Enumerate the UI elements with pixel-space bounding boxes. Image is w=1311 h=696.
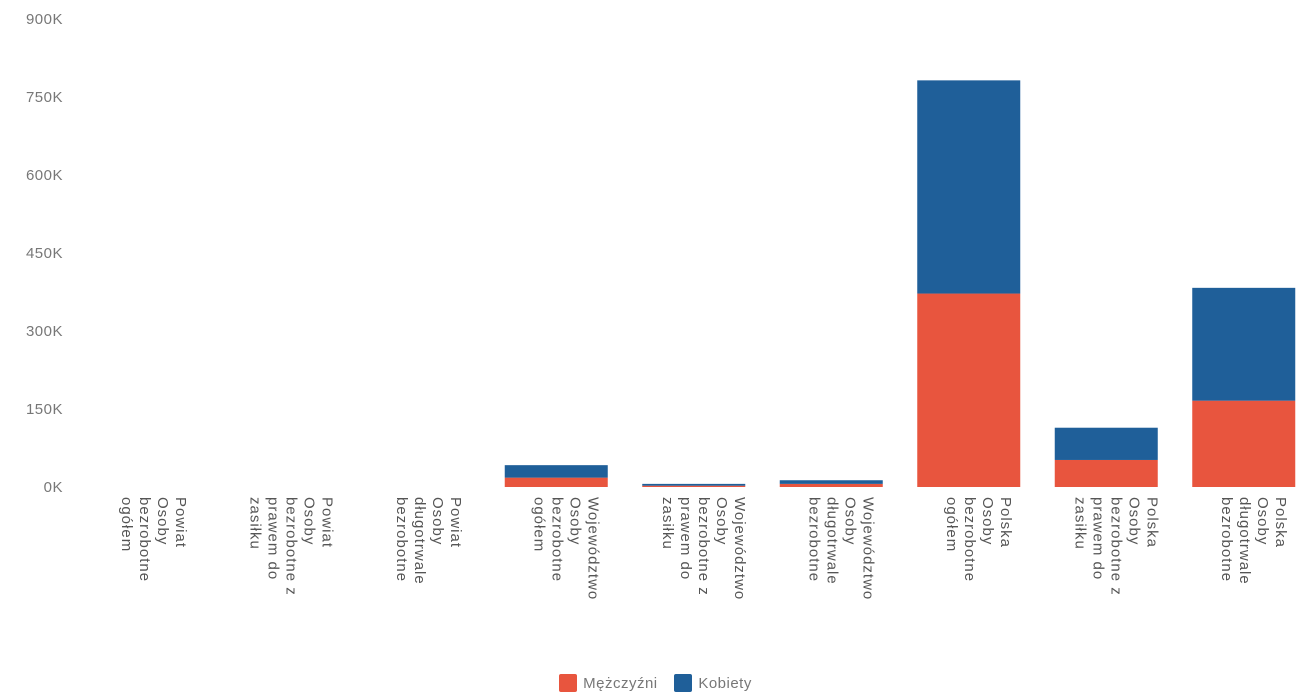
bar-segment-series-0[interactable] [505,478,608,487]
bar-segment-series-1[interactable] [1055,428,1158,460]
y-tick-label: 750K [26,89,63,106]
y-tick-label: 300K [26,323,63,340]
x-category-label: Osoby [713,497,730,545]
y-tick-label: 150K [26,401,63,418]
x-category-label: bezrobotne [393,497,410,582]
x-category-label: prawem do [1089,497,1106,580]
legend-swatch [674,674,692,692]
x-category-label: Województwo [731,497,748,600]
bars [505,80,1296,487]
x-category-label: bezrobotne [961,497,978,582]
x-category-label: Osoby [841,497,858,545]
y-tick-label: 600K [26,167,63,184]
bar-segment-series-1[interactable] [642,484,745,486]
x-category-label: Polska [997,497,1014,548]
bar-segment-series-1[interactable] [1192,288,1295,401]
x-category-label: bezrobotne z [1107,497,1124,596]
x-category-label: długotrwale [1236,497,1253,585]
bar-segment-series-0[interactable] [642,486,745,487]
x-category-label: Osoby [1254,497,1271,545]
legend-item-series-0[interactable]: Mężczyźni [559,674,658,692]
x-category-label: ogółem [118,497,135,552]
y-tick-label: 900K [26,11,63,28]
bar-segment-series-0[interactable] [1055,460,1158,487]
x-category-label: ogółem [943,497,960,552]
x-category-label: zasiłku [1071,497,1088,550]
x-category-label: Województwo [584,497,601,600]
x-category-label: Osoby [566,497,583,545]
bar-segment-series-1[interactable] [780,480,883,484]
x-category-label: bezrobotne [805,497,822,582]
x-category-label: Powiat [318,497,335,548]
x-category-label: zasiłku [246,497,263,550]
legend: Mężczyźni Kobiety [0,674,1311,696]
x-category-label: bezrobotne z [695,497,712,596]
x-category-label: prawem do [264,497,281,580]
x-category-label: ogółem [530,497,547,552]
legend-item-series-1[interactable]: Kobiety [674,674,752,692]
x-category-label: bezrobotne [548,497,565,582]
legend-label: Kobiety [698,675,752,692]
legend-label: Mężczyźni [583,675,658,692]
x-category-label: Osoby [429,497,446,545]
bar-segment-series-1[interactable] [505,465,608,477]
x-category-label: bezrobotne z [282,497,299,596]
x-category-label: Osoby [154,497,171,545]
x-category-label: Polska [1143,497,1160,548]
legend-swatch [559,674,577,692]
bar-segment-series-0[interactable] [1192,401,1295,487]
x-category-label: Polska [1272,497,1289,548]
x-category-label: bezrobotne [1218,497,1235,582]
x-category-label: prawem do [677,497,694,580]
bar-segment-series-1[interactable] [917,80,1020,293]
bar-segment-series-0[interactable] [917,294,1020,487]
x-category-label: bezrobotne [136,497,153,582]
x-category-label: Powiat [447,497,464,548]
x-category-label: Województwo [859,497,876,600]
x-category-label: Osoby [979,497,996,545]
y-tick-label: 0K [44,479,63,496]
x-category-label: zasiłku [659,497,676,550]
y-axis: 0K 150K 300K 450K 600K 750K 900K [26,11,63,496]
x-category-label: Osoby [1125,497,1142,545]
x-category-label: Powiat [172,497,189,548]
bar-segment-series-0[interactable] [780,484,883,487]
x-category-label: Osoby [300,497,317,545]
x-category-label: długotrwale [411,497,428,585]
x-category-label: długotrwale [823,497,840,585]
y-tick-label: 450K [26,245,63,262]
